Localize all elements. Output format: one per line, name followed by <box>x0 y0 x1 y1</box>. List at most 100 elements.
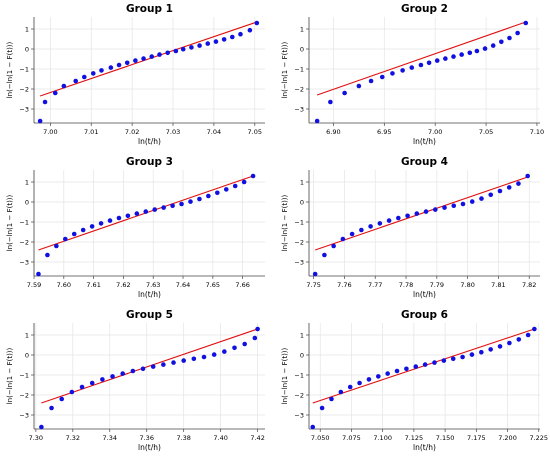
data-point <box>81 74 87 80</box>
data-point <box>120 371 126 376</box>
data-point <box>140 366 146 372</box>
x-tick-label: 7.66 <box>235 281 249 289</box>
y-tick-label: 0 <box>25 45 29 53</box>
data-point <box>356 83 362 89</box>
y-tick-label: −1 <box>19 218 29 226</box>
x-tick-label: 7.60 <box>57 281 71 289</box>
data-point <box>460 354 465 360</box>
data-point <box>211 352 217 357</box>
data-point <box>62 236 68 242</box>
data-point <box>124 60 130 66</box>
x-tick-label: 7.77 <box>368 281 382 289</box>
data-point <box>181 358 186 363</box>
data-point <box>80 227 86 233</box>
data-point <box>206 193 211 199</box>
data-point <box>523 20 529 26</box>
data-point <box>396 215 401 221</box>
data-point <box>254 20 260 26</box>
data-point <box>100 377 105 382</box>
x-tick-label: 7.150 <box>436 434 455 442</box>
data-point <box>90 71 96 76</box>
data-point <box>413 364 419 369</box>
data-point <box>474 48 480 54</box>
x-tick-label: 7.75 <box>306 281 320 289</box>
x-tick-label: 7.76 <box>337 281 351 289</box>
data-point <box>108 65 114 70</box>
y-tick-label: 1 <box>300 331 304 339</box>
data-point <box>79 384 85 390</box>
data-point <box>312 271 318 277</box>
data-point <box>36 271 41 277</box>
data-point <box>110 374 115 379</box>
y-axis-label: ln(−ln(1 − F(t))) <box>281 194 289 251</box>
y-tick-label: 1 <box>25 178 29 186</box>
x-axis-label: ln(t/h) <box>138 443 161 452</box>
x-tick-label: 7.38 <box>176 434 190 442</box>
data-point <box>434 58 440 63</box>
data-point <box>99 68 104 73</box>
data-point <box>134 211 140 216</box>
data-point <box>116 62 122 68</box>
y-tick-label: −3 <box>19 105 29 113</box>
data-point <box>191 356 197 362</box>
data-point <box>422 362 428 367</box>
y-tick-label: −2 <box>294 85 304 93</box>
y-tick-label: −3 <box>19 258 29 266</box>
x-tick-label: 7.225 <box>529 434 548 442</box>
data-point <box>507 35 512 41</box>
data-point <box>450 356 456 362</box>
data-point <box>469 199 475 204</box>
data-point <box>377 221 383 226</box>
x-tick-label: 7.175 <box>467 434 486 442</box>
data-point <box>98 221 104 226</box>
data-point <box>322 252 327 258</box>
x-tick-label: 7.100 <box>373 434 392 442</box>
data-point <box>69 389 75 395</box>
data-point <box>342 90 347 96</box>
panel-title: Group 1 <box>126 3 173 15</box>
data-point <box>366 377 372 382</box>
data-point <box>314 118 320 124</box>
data-point <box>525 332 531 338</box>
data-point <box>171 360 176 365</box>
data-point <box>189 45 194 50</box>
x-tick-label: 7.36 <box>139 434 153 442</box>
fit-line <box>39 21 258 97</box>
data-point <box>451 54 456 59</box>
y-tick-label: −2 <box>294 238 304 246</box>
data-point <box>45 252 50 258</box>
y-tick-label: −2 <box>19 85 29 93</box>
y-tick-label: −3 <box>294 105 304 113</box>
data-point <box>143 209 149 214</box>
data-point <box>221 37 227 42</box>
x-tick-label: 7.40 <box>213 434 227 442</box>
x-axis-label: ln(t/h) <box>138 290 161 299</box>
panel-title: Group 2 <box>401 3 448 15</box>
data-point <box>242 341 247 347</box>
x-tick-label: 7.80 <box>460 281 474 289</box>
data-point <box>368 224 373 229</box>
y-tick-label: −1 <box>294 371 304 379</box>
data-point <box>379 74 385 80</box>
data-point <box>125 213 131 219</box>
x-axis-label: ln(t/h) <box>413 443 436 452</box>
data-point <box>197 43 202 48</box>
data-point <box>54 243 59 249</box>
chart-panel-3: 7.59 7.60 7.61 7.62 7.63 7.64 7.65 7.66 1 0 −1 −2 −3… <box>6 156 265 299</box>
panel-title: Group 3 <box>126 156 173 168</box>
data-point <box>376 374 381 379</box>
data-point <box>442 205 447 210</box>
x-tick-label: 7.32 <box>66 434 80 442</box>
data-point <box>157 52 162 57</box>
data-point <box>250 173 256 179</box>
data-point <box>359 227 364 233</box>
data-point <box>432 207 438 212</box>
data-point <box>357 380 362 386</box>
data-point <box>180 46 186 52</box>
data-point <box>319 405 325 411</box>
x-tick-label: 7.65 <box>206 281 220 289</box>
x-tick-label: 7.82 <box>522 281 536 289</box>
data-point <box>238 31 243 37</box>
x-tick-label: 7.10 <box>530 128 544 136</box>
